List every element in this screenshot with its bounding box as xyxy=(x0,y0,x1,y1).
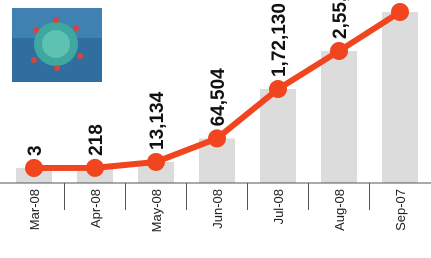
marker xyxy=(86,159,104,177)
x-tick-label: May-08 xyxy=(149,189,164,232)
x-tick-label: Sep-07 xyxy=(393,189,408,231)
virus-image xyxy=(12,8,102,82)
marker xyxy=(147,153,165,171)
x-tick-label: Aug-08 xyxy=(332,189,347,231)
marker xyxy=(269,80,287,98)
data-label: 2,55,000 xyxy=(330,0,351,39)
shadow-bar xyxy=(321,51,357,183)
x-tick-label: Mar-08 xyxy=(27,189,42,230)
marker xyxy=(330,42,348,60)
shadow-bar xyxy=(260,89,296,183)
marker xyxy=(208,129,226,147)
data-label: 1,72,130 xyxy=(269,3,290,77)
x-tick-label: Jul-08 xyxy=(271,189,286,224)
marker xyxy=(391,3,409,21)
data-label: 13,134 xyxy=(147,91,168,150)
data-label: 64,504 xyxy=(208,68,229,127)
shadow-bar xyxy=(382,12,418,183)
x-tick-label: Jun-08 xyxy=(210,189,225,229)
x-tick-label: Apr-08 xyxy=(88,189,103,228)
chart: Mar-08 Apr-08 May-08 Jun-08 Jul-08 Aug-08 Sep-… xyxy=(0,0,431,258)
marker xyxy=(25,159,43,177)
data-label: 3 xyxy=(25,145,46,156)
data-label: 218 xyxy=(86,124,107,156)
